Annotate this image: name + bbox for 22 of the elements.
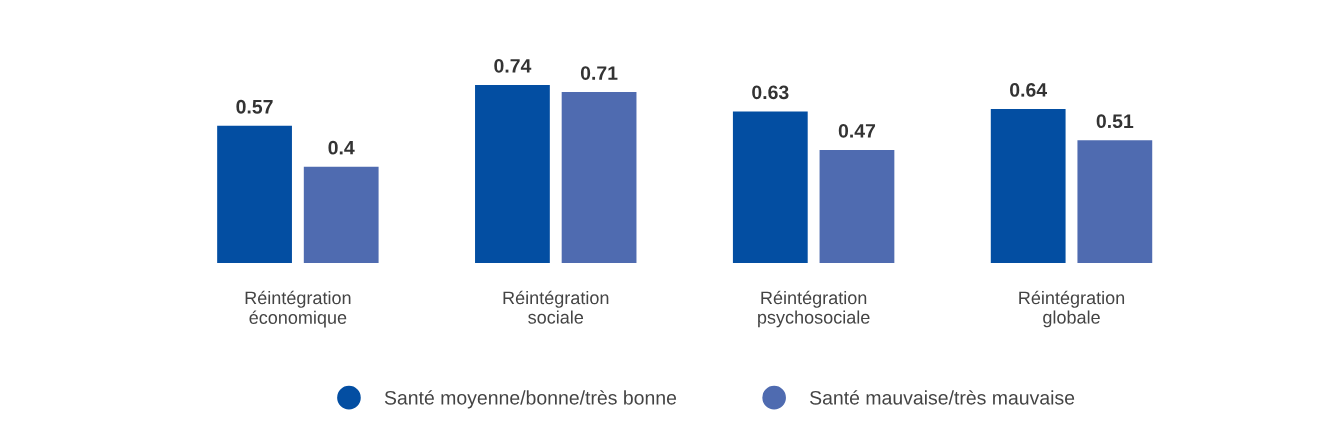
data-label: 0.63 [752, 85, 789, 100]
bar [561, 92, 637, 264]
bar [303, 166, 379, 264]
bar [732, 111, 808, 264]
data-label: 0.64 [1010, 83, 1048, 97]
data-label: 0.57 [236, 99, 273, 114]
data-label: 0.47 [838, 123, 876, 138]
data-label: 0.74 [494, 58, 532, 73]
x-tick-label: Réintégration sociale [503, 290, 609, 324]
x-tick-label: Réintégration psychosociale [758, 290, 870, 328]
x-tick-label: Réintégration globale [1019, 290, 1125, 328]
bar [990, 108, 1066, 264]
data-label: 0.71 [580, 66, 618, 80]
bar [475, 84, 550, 264]
x-tick-label: Réintégration économique [245, 290, 351, 328]
legend-label: Santé mauvaise/très mauvaise [810, 390, 1075, 405]
bar [217, 125, 292, 264]
data-label: 0.4 [328, 140, 355, 155]
bar [819, 149, 895, 264]
legend-label: Santé moyenne/bonne/très bonne [384, 390, 677, 409]
data-label: 0.51 [1096, 114, 1134, 129]
bar [1077, 140, 1153, 264]
